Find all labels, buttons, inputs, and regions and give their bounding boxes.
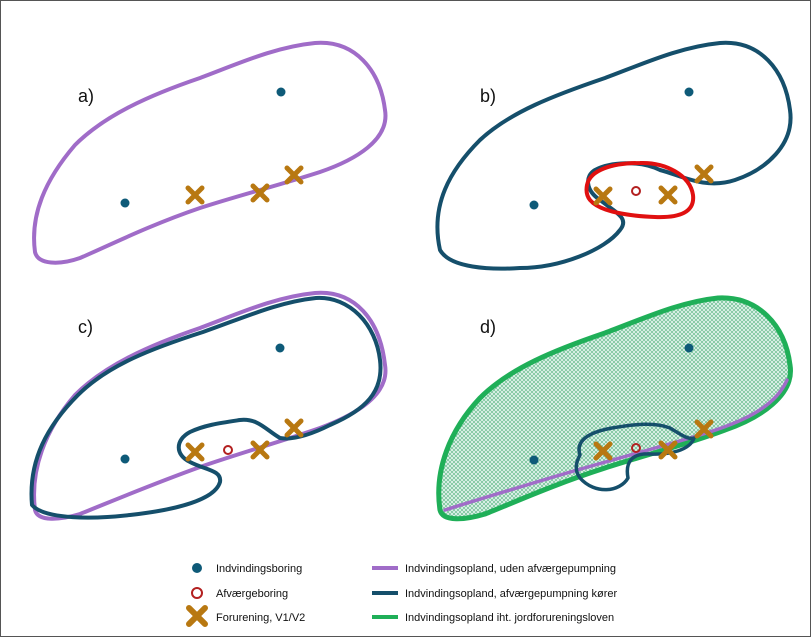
legend-item-opland-koerer: Indvindingsopland, afværgepumpning kører <box>372 588 618 600</box>
legend-symbol-afvaergeboring <box>191 587 203 599</box>
catchment-area-jord-d <box>436 295 793 522</box>
forurening-c-2 <box>250 440 270 460</box>
forurening-a-2 <box>250 183 270 203</box>
legend-symbol-forurening <box>186 605 208 627</box>
legend-label-afvaergeboring: Afværgeboring <box>216 588 288 600</box>
forurening-a-3 <box>284 165 304 185</box>
legend-label-indvindingsboring: Indvindingsboring <box>216 563 302 575</box>
legend-item-indvindingsboring: Indvindingsboring <box>192 563 302 575</box>
legend-item-opland-uden: Indvindingsopland, uden afværgepumpning <box>372 563 616 575</box>
indvindingsboring-d-1 <box>684 343 694 353</box>
indvindingsboring-a-1 <box>276 87 286 97</box>
indvindingsboring-d-2 <box>529 455 539 465</box>
catchment-outline-uden-d <box>443 378 789 512</box>
panel-label-b: b) <box>480 86 496 106</box>
forurening-d-1 <box>593 441 613 461</box>
panel-c: c) <box>29 290 388 521</box>
catchment-outline-uden-a <box>32 40 388 265</box>
legend-label-opland-koerer: Indvindingsopland, afværgepumpning kører <box>405 588 618 600</box>
forurening-d-2 <box>658 440 678 460</box>
catchment-outline-uden-c <box>32 290 388 521</box>
forurening-b-3 <box>694 164 714 184</box>
legend-item-forurening: Forurening, V1/V2 <box>186 605 305 627</box>
legend-item-afvaergeboring: Afværgeboring <box>191 587 288 600</box>
panel-label-c: c) <box>78 317 93 337</box>
indvindingsboring-c-1 <box>275 343 285 353</box>
panel-label-d: d) <box>480 317 496 337</box>
forurening-b-1 <box>593 186 613 206</box>
forurening-a-1 <box>185 185 205 205</box>
indvindingsboring-c-2 <box>120 454 130 464</box>
afvaergeboring-d <box>631 443 641 453</box>
legend-label-opland-uden: Indvindingsopland, uden afværgepumpning <box>405 563 616 575</box>
indvindingsboring-b-1 <box>684 87 694 97</box>
forurening-c-3 <box>284 418 304 438</box>
legend-label-opland-jord: Indvindingsopland iht. jordforureningslo… <box>405 612 614 624</box>
afvaerge-zone-b <box>584 160 696 220</box>
catchment-outline-koerer-b <box>435 40 793 271</box>
legend: Indvindingsboring Afværgeboring Forureni… <box>186 563 618 627</box>
forurening-c-1 <box>185 442 205 462</box>
forurening-d-3 <box>694 419 714 439</box>
legend-item-opland-jord: Indvindingsopland iht. jordforureningslo… <box>372 612 614 624</box>
afvaergeboring-c <box>223 445 233 455</box>
legend-symbol-indvindingsboring <box>192 563 202 573</box>
legend-label-forurening: Forurening, V1/V2 <box>216 612 305 624</box>
afvaergeboring-b <box>631 186 641 196</box>
indvindingsboring-b-2 <box>529 200 539 210</box>
panel-a: a) <box>32 40 388 265</box>
panel-label-a: a) <box>78 86 94 106</box>
forurening-b-2 <box>658 185 678 205</box>
panel-b: b) <box>435 40 793 271</box>
panel-d: d) <box>436 295 793 522</box>
indvindingsboring-a-2 <box>120 198 130 208</box>
catchment-outline-koerer-d <box>574 422 696 492</box>
